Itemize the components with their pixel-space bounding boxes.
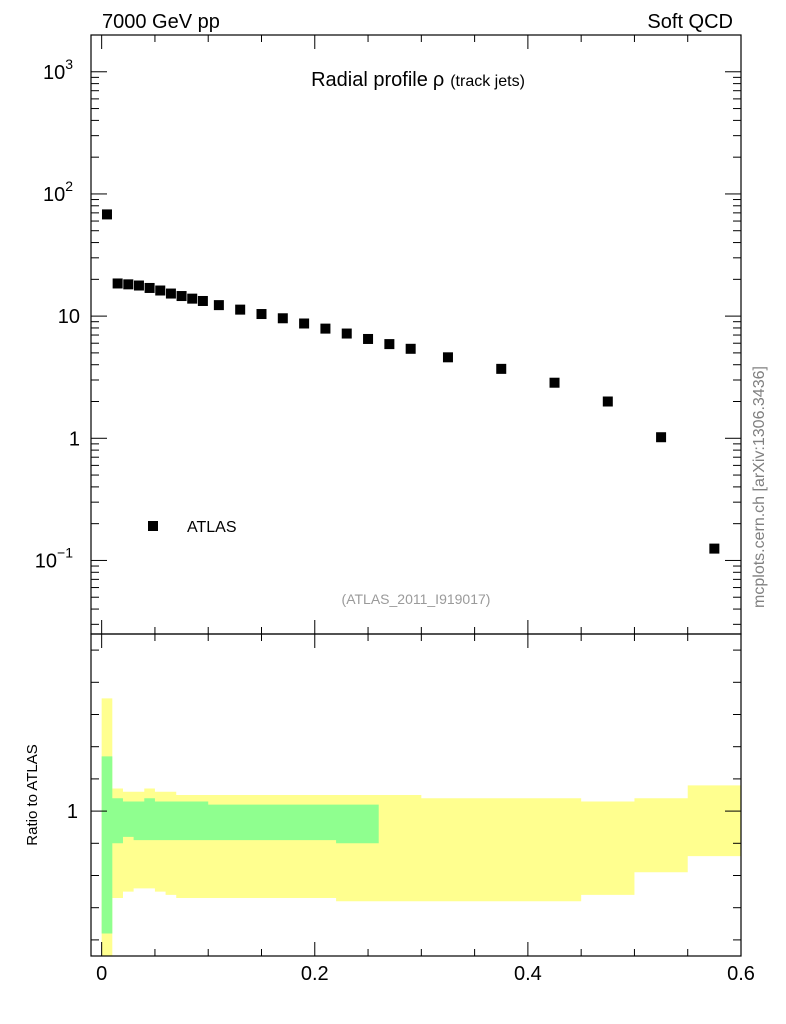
data-point <box>549 377 560 388</box>
data-point <box>256 309 267 320</box>
x-tick-label: 0 <box>96 963 107 985</box>
y-tick-exponent: −1 <box>57 544 73 560</box>
legend-label: ATLAS <box>187 519 237 536</box>
y-tick-mantissa: 10 <box>58 306 80 328</box>
y-tick-label: 103 <box>43 56 73 84</box>
data-point <box>341 328 352 339</box>
data-point <box>197 295 208 306</box>
data-point <box>144 282 155 293</box>
plot-title-symbol: ρ <box>433 69 444 91</box>
data-point <box>165 288 176 299</box>
y-tick-label: 102 <box>43 178 73 206</box>
analysis-tag: (ATLAS_2011_I919017) <box>342 591 491 607</box>
header-right: Soft QCD <box>647 11 733 33</box>
data-point <box>320 323 331 334</box>
ratio-y-tick-label: 1 <box>67 801 78 823</box>
x-tick-label: 0.6 <box>727 963 755 985</box>
data-point <box>101 209 112 220</box>
legend-marker <box>148 521 158 531</box>
plot-title-suffix: (track jets) <box>450 73 525 90</box>
plot-title: Radial profile ρ (track jets) <box>311 69 525 91</box>
side-label: mcplots.cern.ch [arXiv:1306.3436] <box>751 366 768 608</box>
ratio-panel: 0 0.2 0.4 0.6 1 Ratio to ATLAS <box>24 633 755 985</box>
y-tick-exponent: 3 <box>65 56 73 72</box>
y-tick-mantissa: 10 <box>43 62 65 84</box>
x-tick-label: 0.2 <box>301 963 329 985</box>
ratio-ticks: 0 0.2 0.4 0.6 1 <box>67 634 755 985</box>
x-tick-label: 0.4 <box>514 963 542 985</box>
ratio-bands <box>101 698 741 956</box>
y-tick-mantissa: 10 <box>35 550 57 572</box>
data-point <box>155 285 166 296</box>
y-tick-exponent: 2 <box>65 178 73 194</box>
data-point <box>213 300 224 311</box>
data-point <box>123 279 134 290</box>
data-point <box>277 313 288 324</box>
data-point <box>112 278 123 289</box>
data-point <box>187 293 198 304</box>
y-tick-label: 1 <box>69 428 80 450</box>
y-tick-mantissa: 1 <box>69 428 80 450</box>
data-point <box>363 333 374 344</box>
data-point <box>235 304 246 315</box>
outer-uncertainty-band <box>101 698 741 956</box>
data-point <box>709 543 720 554</box>
y-tick-label: 10 <box>58 306 80 328</box>
y-tick-mantissa: 10 <box>43 184 65 206</box>
data-point <box>442 352 453 363</box>
data-point <box>602 396 613 407</box>
data-point <box>299 318 310 329</box>
atlas-points <box>101 209 720 554</box>
data-point <box>176 291 187 302</box>
data-point <box>656 432 667 443</box>
data-point <box>496 363 507 374</box>
data-point <box>384 339 395 350</box>
data-point <box>133 280 144 291</box>
y-tick-label: 10−1 <box>35 544 73 572</box>
ratio-ylabel: Ratio to ATLAS <box>24 744 41 845</box>
main-frame <box>90 34 742 635</box>
data-point <box>405 343 416 354</box>
plot-title-main: Radial profile <box>311 69 428 91</box>
header-left: 7000 GeV pp <box>102 11 220 33</box>
ratio-frame <box>90 633 742 957</box>
